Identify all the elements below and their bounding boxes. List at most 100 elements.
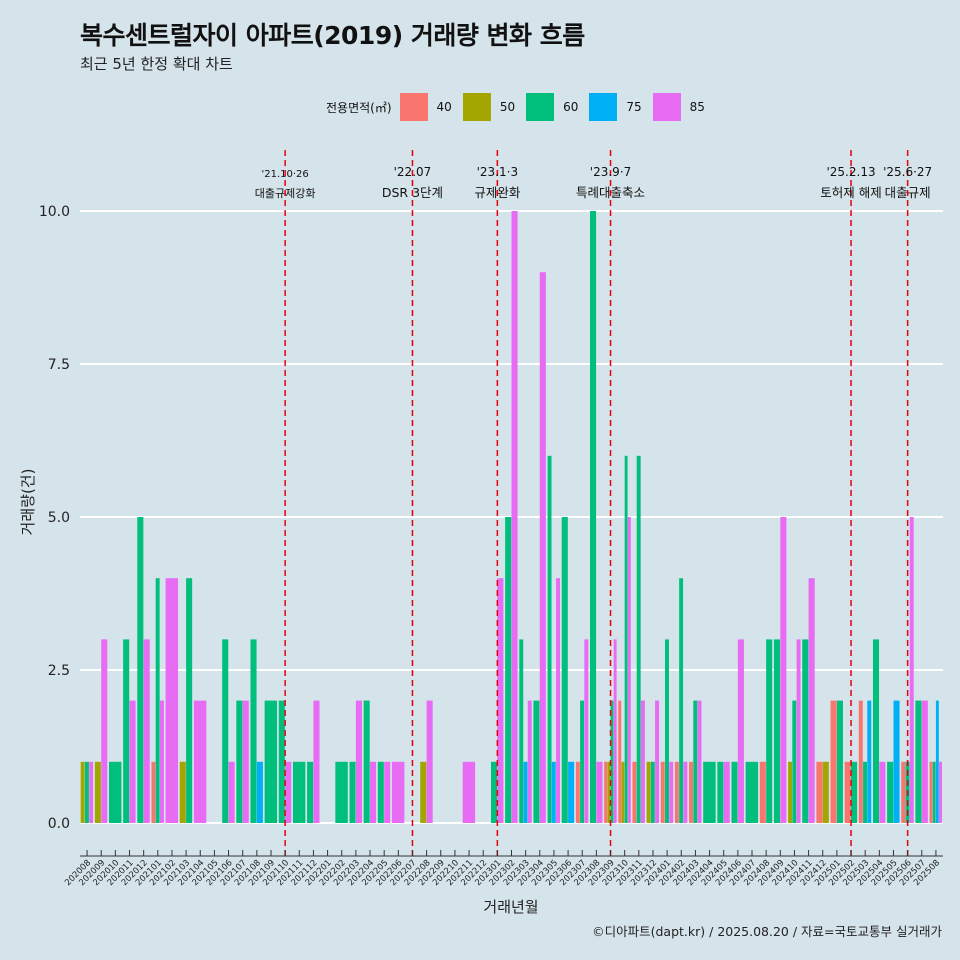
bar-202308-60 xyxy=(590,211,597,823)
bar-202410-50 xyxy=(788,761,793,823)
bar-202403-40 xyxy=(689,761,693,823)
bar-202204-85 xyxy=(370,761,377,823)
bar-202312-50 xyxy=(646,761,651,823)
bar-202010-60 xyxy=(109,761,122,823)
bar-202407-60 xyxy=(745,761,759,823)
bar-202309-50 xyxy=(607,761,611,823)
bar-202312-85 xyxy=(655,700,660,823)
bar-202411-85 xyxy=(808,578,815,823)
bar-202412-40 xyxy=(816,761,823,823)
bar-202101-60 xyxy=(155,578,160,823)
bar-202410-85 xyxy=(796,639,801,823)
bar-202409-85 xyxy=(780,517,787,823)
bar-202011-60 xyxy=(123,639,130,823)
bar-202208-85 xyxy=(426,700,433,823)
legend: 전용면적(㎡) 40 50 60 75 85 xyxy=(326,92,716,122)
legend-label-60: 60 xyxy=(563,100,579,114)
legend-swatch-60 xyxy=(526,93,555,121)
bar-202401-40 xyxy=(660,761,665,823)
event-date: '25.2.13 xyxy=(826,165,875,179)
bar-202311-60 xyxy=(636,455,641,823)
bar-202505-60 xyxy=(887,761,894,823)
bar-202304-60 xyxy=(533,700,540,823)
bar-202502-60 xyxy=(851,761,858,823)
bar-202205-85 xyxy=(384,761,391,823)
bar-202501-40 xyxy=(830,700,837,823)
bar-202411-60 xyxy=(802,639,809,823)
bar-202306-60 xyxy=(561,517,568,823)
bar-202208-50 xyxy=(420,761,427,823)
legend-label-40: 40 xyxy=(436,100,452,114)
bar-202402-60 xyxy=(679,578,684,823)
bar-202303-85 xyxy=(527,700,532,823)
bar-202404-60 xyxy=(703,761,716,823)
bar-202110-60 xyxy=(278,700,285,823)
bar-202306-75 xyxy=(568,761,575,823)
bar-202112-85 xyxy=(313,700,320,823)
bar-202307-40 xyxy=(575,761,580,823)
bar-202301-85 xyxy=(497,578,504,823)
bar-202405-60 xyxy=(717,761,724,823)
bar-202412-50 xyxy=(822,761,829,823)
bar-202303-60 xyxy=(519,639,524,823)
legend-swatch-50 xyxy=(462,93,491,121)
bar-202506-40 xyxy=(901,761,906,823)
bar-202008-85 xyxy=(89,761,94,823)
event-label: 특례대출축소 xyxy=(576,185,645,200)
bar-202303-75 xyxy=(523,761,528,823)
bar-202111-60 xyxy=(292,761,306,823)
bar-202305-85 xyxy=(556,578,561,823)
y-tick-label: 7.5 xyxy=(48,357,70,373)
bar-202106-85 xyxy=(228,761,235,823)
legend-item-40: 40 xyxy=(399,93,452,121)
bar-202406-60 xyxy=(731,761,738,823)
bar-202211-85 xyxy=(462,761,476,823)
bar-202508-60 xyxy=(932,761,936,823)
bar-202301-60 xyxy=(490,761,498,823)
y-tick-label: 2.5 xyxy=(48,663,70,679)
chart-title: 복수센트럴자이 아파트(2019) 거래량 변화 흐름 xyxy=(80,21,585,50)
bar-202008-50 xyxy=(80,761,85,823)
bar-202309-85 xyxy=(613,639,617,823)
bar-202406-85 xyxy=(737,639,744,823)
bar-202310-40 xyxy=(618,700,622,823)
bar-202106-60 xyxy=(222,639,229,823)
bar-202305-75 xyxy=(551,761,556,823)
bar-202501-60 xyxy=(836,700,843,823)
legend-item-85: 85 xyxy=(652,93,705,121)
bar-202101-40 xyxy=(151,761,156,823)
x-axis: 2020082020092020102020112020122021012021… xyxy=(63,850,943,888)
bar-202508-40 xyxy=(929,761,933,823)
bar-202508-75 xyxy=(935,700,939,823)
bar-202503-60 xyxy=(863,761,868,823)
event-date: '21.10·26 xyxy=(261,169,308,180)
legend-swatch-85 xyxy=(652,93,681,121)
legend-title: 전용면적(㎡) xyxy=(326,100,392,115)
bar-202012-85 xyxy=(143,639,150,823)
bar-202205-60 xyxy=(377,761,384,823)
event-date: '23.9·7 xyxy=(590,165,631,179)
bar-202402-40 xyxy=(674,761,679,823)
bar-202503-75 xyxy=(867,700,872,823)
bar-202408-60 xyxy=(766,639,773,823)
bar-202506-85 xyxy=(909,517,914,823)
bar-202009-85 xyxy=(101,639,108,823)
legend-item-60: 60 xyxy=(526,93,578,121)
legend-swatch-40 xyxy=(399,93,428,121)
bar-202307-85 xyxy=(584,639,589,823)
bar-202108-60 xyxy=(250,639,257,823)
legend-item-75: 75 xyxy=(589,93,642,121)
bar-202312-60 xyxy=(650,761,655,823)
event-date: '25.6·27 xyxy=(883,165,932,179)
y-axis-title: 거래량(건) xyxy=(19,469,37,536)
legend-label-75: 75 xyxy=(626,100,642,114)
bar-202108-75 xyxy=(256,761,263,823)
bar-202405-85 xyxy=(723,761,730,823)
bar-202112-60 xyxy=(307,761,314,823)
y-axis: 0.0 2.5 5.0 7.5 10.0 xyxy=(39,204,70,832)
bar-202302-60 xyxy=(505,517,512,823)
event-date: '22.07 xyxy=(394,165,432,179)
bar-202505-75 xyxy=(893,700,900,823)
event-label: DSR 3단계 xyxy=(382,185,443,200)
